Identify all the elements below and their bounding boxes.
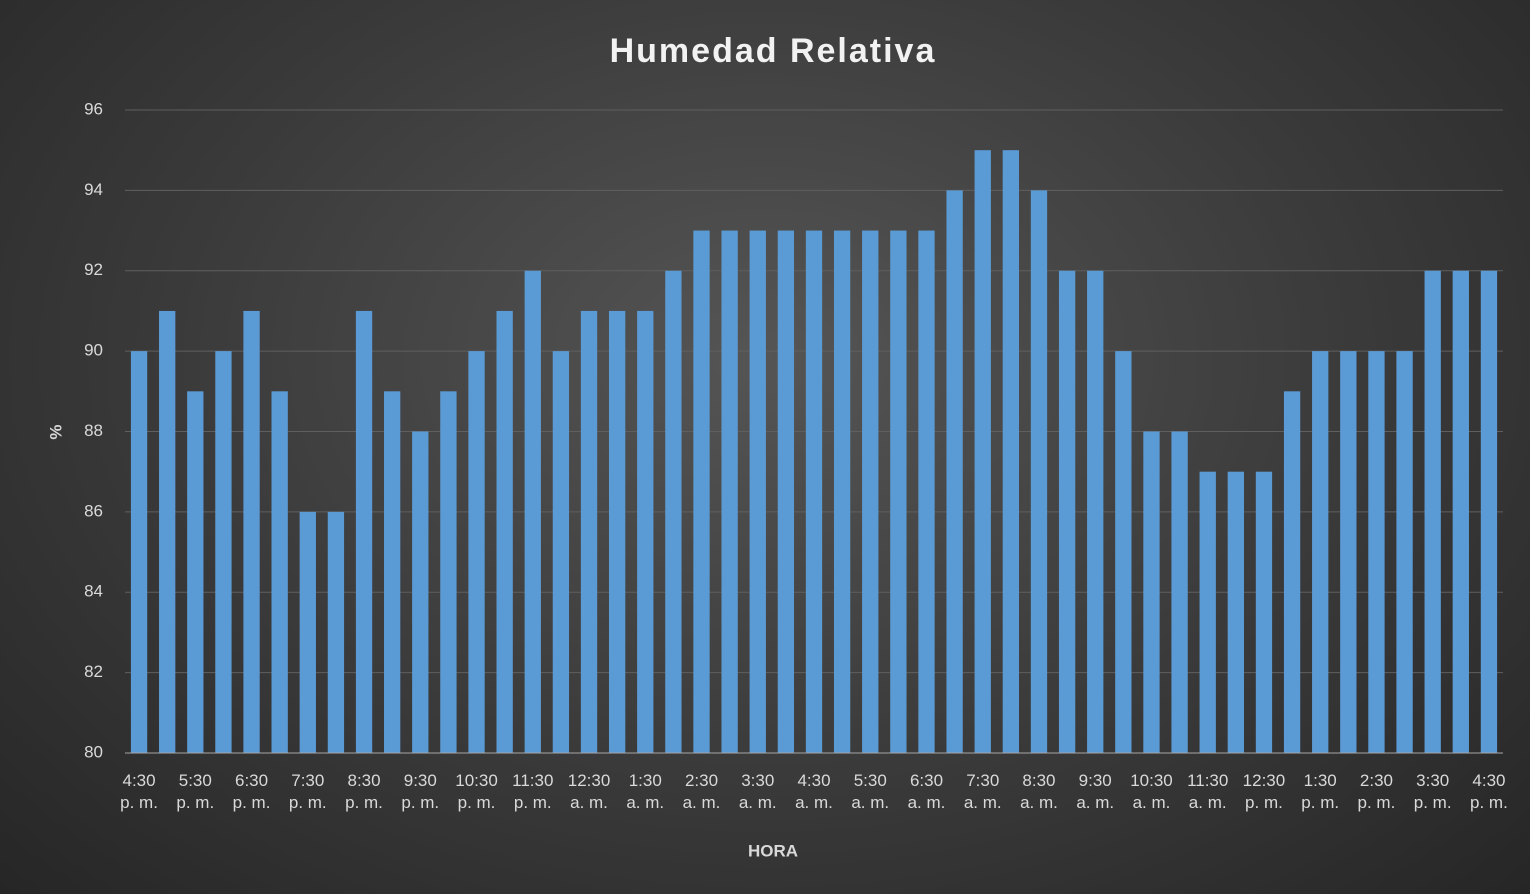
bar: [918, 230, 935, 753]
x-tick-label: 1:30 a. m.: [626, 771, 665, 812]
bar: [1480, 270, 1498, 753]
x-tick-label: 12:30 a. m.: [567, 771, 611, 812]
y-tick-label: 80: [84, 742, 103, 761]
bar: [580, 310, 598, 753]
bar: [974, 150, 991, 753]
bar: [1058, 270, 1076, 753]
x-tick-label: 12:30 p. m.: [1242, 771, 1286, 812]
x-tick-label: 10:30 p. m.: [455, 771, 498, 812]
bar: [608, 310, 626, 753]
x-tick-label: 4:30 a. m.: [795, 771, 833, 812]
bar: [130, 351, 148, 753]
bar: [468, 351, 485, 753]
bar: [665, 270, 682, 753]
bar: [1312, 351, 1329, 753]
x-tick-label: 4:30 p. m.: [1470, 771, 1508, 812]
bar: [1368, 351, 1385, 753]
bar: [805, 230, 823, 753]
x-tick-label: 7:30 a. m.: [963, 771, 1002, 812]
x-tick-label: 5:30 p. m.: [176, 771, 215, 812]
bar: [355, 310, 373, 753]
bar: [1424, 270, 1441, 753]
x-tick-label: 1:30 p. m.: [1301, 771, 1340, 812]
bar: [187, 391, 204, 753]
bar: [552, 351, 570, 753]
chart-title: Humedad Relativa: [610, 32, 937, 70]
x-tick-label: 11:30 a. m.: [1187, 771, 1229, 812]
x-tick-label: 6:30 p. m.: [232, 771, 271, 812]
bar: [299, 511, 316, 753]
bar: [1396, 351, 1413, 753]
bar: [215, 351, 232, 753]
x-tick-label: 7:30 p. m.: [288, 771, 327, 812]
bar: [1087, 270, 1104, 753]
bar: [749, 230, 766, 753]
bar: [271, 391, 288, 753]
bar: [496, 310, 513, 753]
bar: [1002, 150, 1020, 753]
x-tick-label: 9:30 p. m.: [401, 771, 440, 812]
bar: [440, 391, 457, 753]
bar: [890, 230, 907, 753]
bar: [637, 310, 654, 753]
bar: [1143, 431, 1160, 753]
bar: [1283, 391, 1301, 753]
bar: [1255, 471, 1273, 753]
x-axis-title: HORA: [748, 841, 798, 860]
x-tick-label: 4:30 p. m.: [120, 771, 158, 812]
bar: [1227, 471, 1244, 753]
x-tick-label: 8:30 p. m.: [345, 771, 383, 812]
y-axis-title: %: [46, 424, 65, 439]
bar: [1199, 471, 1216, 753]
bar: [1030, 190, 1048, 753]
x-tick-label: 10:30 a. m.: [1130, 771, 1173, 812]
x-tick-label: 11:30 p. m.: [512, 771, 554, 812]
bar: [693, 230, 710, 753]
bar: [327, 511, 345, 753]
x-tick-label: 5:30 a. m.: [851, 771, 890, 812]
y-tick-label: 86: [84, 501, 103, 520]
bar: [833, 230, 851, 753]
bar: [384, 391, 401, 753]
bar: [1171, 431, 1188, 753]
bar: [862, 230, 879, 753]
bar: [1115, 351, 1132, 753]
x-tick-label: 2:30 a. m.: [682, 771, 721, 812]
bar: [1340, 351, 1357, 753]
bar: [243, 310, 260, 753]
x-tick-label: 3:30 a. m.: [738, 771, 777, 812]
bar: [721, 230, 738, 753]
x-tick-label: 2:30 p. m.: [1357, 771, 1396, 812]
bar: [524, 270, 541, 753]
bar: [1452, 270, 1469, 753]
x-tick-label: 6:30 a. m.: [907, 771, 946, 812]
bar: [159, 310, 176, 753]
bar: [946, 190, 963, 753]
y-tick-label: 96: [84, 99, 103, 118]
x-tick-label: 9:30 a. m.: [1076, 771, 1115, 812]
y-tick-label: 82: [84, 662, 103, 681]
bar: [412, 431, 429, 753]
y-tick-label: 92: [84, 260, 103, 279]
bar: [777, 230, 795, 753]
x-tick-label: 3:30 p. m.: [1413, 771, 1452, 812]
x-tick-label: 8:30 a. m.: [1020, 771, 1058, 812]
y-tick-label: 84: [84, 582, 103, 601]
y-tick-label: 90: [84, 341, 103, 360]
y-tick-label: 94: [84, 180, 103, 199]
y-tick-label: 88: [84, 421, 103, 440]
